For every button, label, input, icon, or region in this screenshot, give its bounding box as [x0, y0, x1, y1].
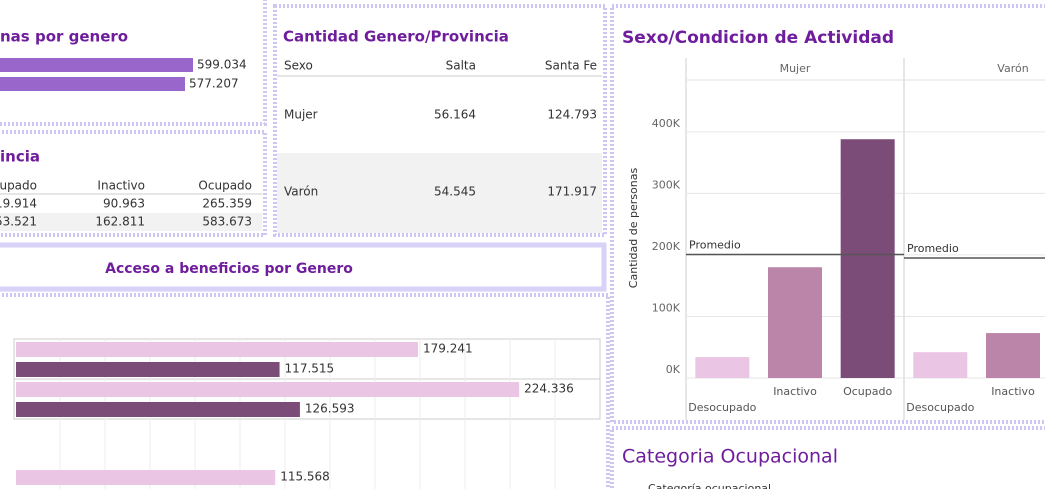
bar — [0, 77, 185, 91]
bar — [768, 267, 822, 378]
table-cell: Mujer — [284, 108, 318, 122]
x-tick-label: Ocupado — [843, 385, 892, 398]
panel-border — [610, 4, 1045, 424]
table-cell: 583.673 — [202, 215, 252, 229]
bar — [16, 342, 418, 357]
column-header: Santa Fe — [545, 59, 597, 73]
banner-border — [0, 242, 607, 292]
value-label: 179.241 — [423, 342, 473, 356]
reference-label: Promedio — [907, 242, 959, 255]
table-cell: 162.811 — [95, 215, 145, 229]
bar — [16, 402, 300, 417]
y-tick-label: 200K — [652, 240, 681, 253]
table-cell: Varón — [284, 185, 318, 199]
panel-border — [0, 293, 610, 489]
panel-border — [0, 130, 267, 237]
column-header: cupado — [0, 179, 37, 193]
bar — [840, 139, 895, 378]
value-label: 224.336 — [524, 382, 574, 396]
column-header: Inactivo — [97, 179, 145, 193]
table-cell: 265.359 — [202, 197, 252, 211]
banner-title: Acceso a beneficios por Genero — [105, 261, 353, 277]
panel-title: Categoria Ocupacional — [622, 446, 838, 468]
panel-title: nas por genero — [0, 28, 128, 46]
panel-title: Cantidad Genero/Provincia — [283, 28, 509, 46]
panel-title: incia — [0, 148, 40, 166]
x-tick-label: Inactivo — [991, 385, 1035, 398]
y-axis-label: Cantidad de personas — [627, 168, 640, 289]
pane-header: Varón — [997, 62, 1028, 75]
table-cell: 54.545 — [434, 185, 476, 199]
column-header: Ocupado — [198, 179, 252, 193]
value-label: 117.515 — [285, 362, 335, 376]
value-label: 599.034 — [197, 58, 247, 72]
value-label: 126.593 — [305, 402, 355, 416]
table-cell: 19.914 — [0, 197, 37, 211]
panel-border — [610, 426, 1045, 489]
y-tick-label: 400K — [652, 117, 681, 130]
bar — [986, 333, 1040, 378]
y-tick-label: 0K — [666, 363, 681, 376]
bar — [913, 352, 968, 378]
value-label: 577.207 — [189, 77, 239, 91]
y-tick-label: 300K — [652, 178, 681, 191]
x-tick-label: Desocupado — [688, 401, 756, 414]
reference-label: Promedio — [689, 238, 741, 251]
column-header: Sexo — [284, 59, 313, 73]
bar — [16, 382, 520, 397]
table-cell: 90.963 — [103, 197, 145, 211]
row-band — [0, 213, 262, 231]
panel-border — [0, 0, 267, 126]
row-box — [13, 378, 601, 420]
bar — [16, 470, 276, 485]
y-tick-label: 100K — [652, 301, 681, 314]
bar — [0, 58, 193, 72]
x-tick-label: Desocupado — [906, 401, 974, 414]
table-cell: 124.793 — [547, 108, 597, 122]
bar — [695, 357, 750, 378]
x-tick-label: Inactivo — [773, 385, 817, 398]
column-header: Salta — [446, 59, 476, 73]
table-cell: 171.917 — [547, 185, 597, 199]
table-cell: 53.521 — [0, 215, 37, 229]
value-label: 115.568 — [280, 470, 330, 484]
table-cell: 56.164 — [434, 108, 476, 122]
bar — [16, 362, 280, 377]
row-band — [277, 153, 602, 233]
pane-header: Mujer — [780, 62, 811, 75]
panel-title: Sexo/Condicion de Actividad — [622, 28, 894, 48]
panel-border — [273, 4, 607, 237]
field-label: Categoría ocupacional — [648, 482, 771, 489]
